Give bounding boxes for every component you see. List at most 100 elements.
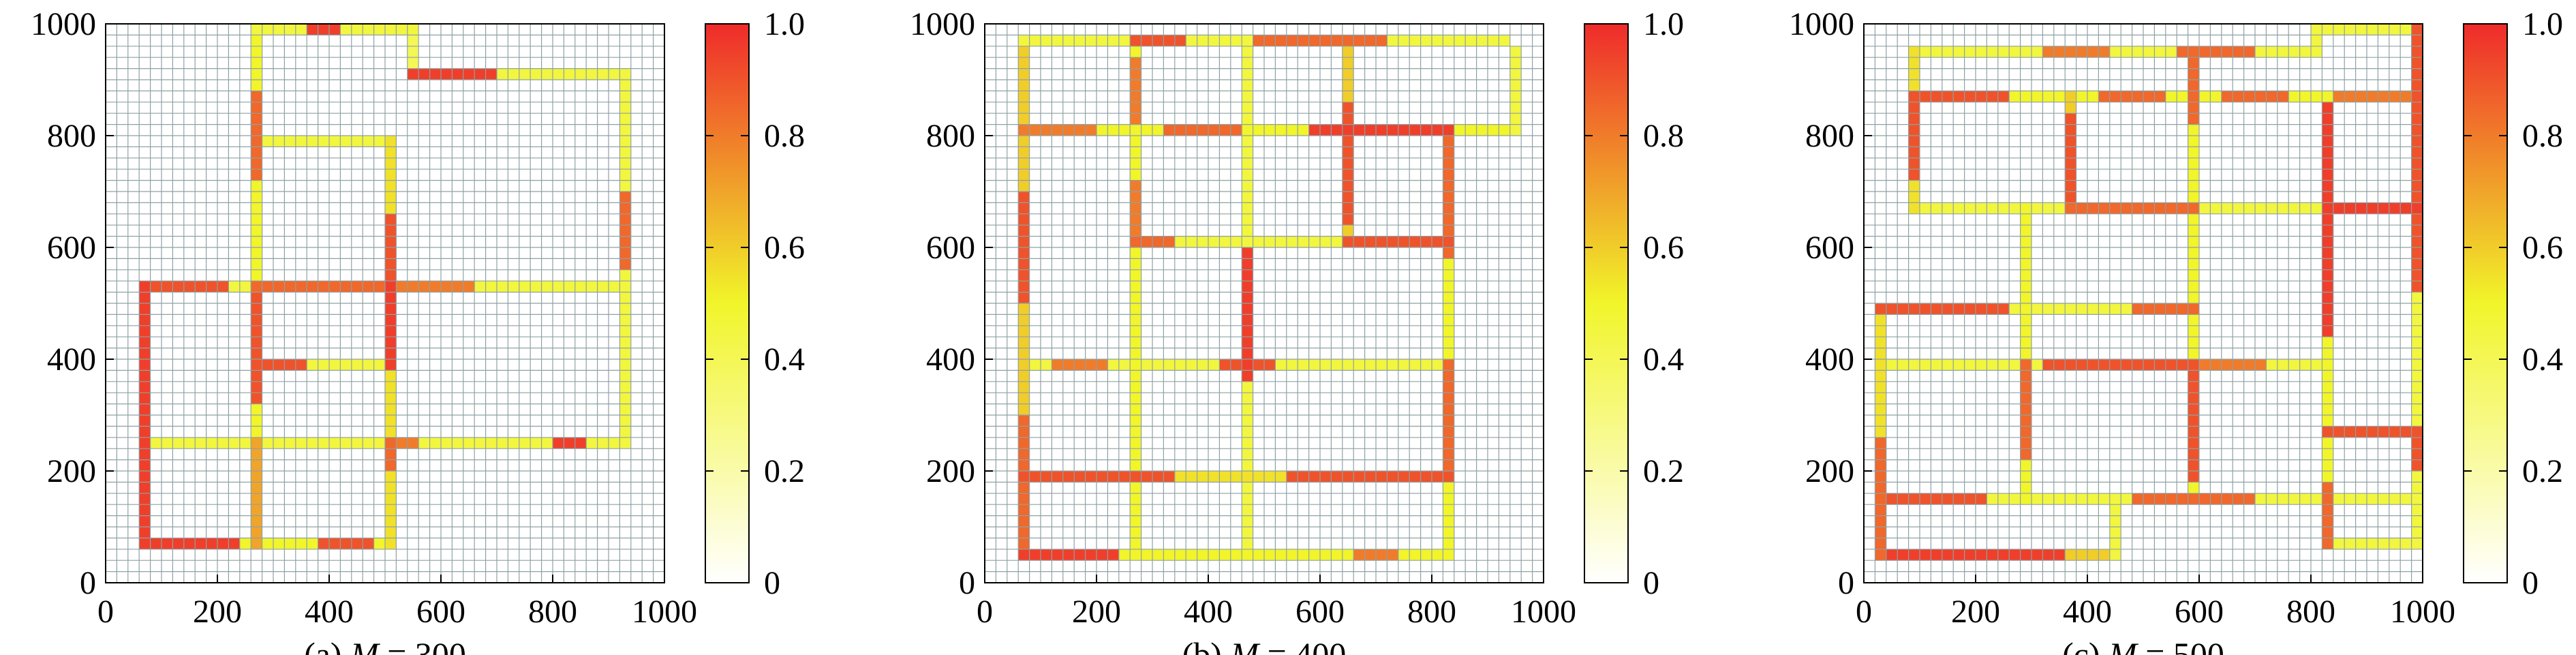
heat-cell (1219, 471, 1231, 483)
heat-cell (2411, 202, 2423, 214)
heat-cell (1018, 403, 1030, 415)
heat-cell (1242, 515, 1253, 527)
x-tick-label: 600 (416, 594, 465, 630)
heat-cell (2322, 393, 2333, 404)
heat-cell (619, 292, 631, 303)
heat-cell (228, 437, 240, 449)
heat-cell (1130, 415, 1141, 427)
heat-cell (2266, 46, 2278, 58)
colorbar-tick-label: 0.2 (2522, 453, 2563, 489)
heat-cell (396, 437, 408, 449)
heat-cell (1875, 549, 1886, 561)
heat-cell (2143, 202, 2155, 214)
heat-cell (1253, 471, 1264, 483)
heat-cell (619, 124, 631, 136)
heat-cell (228, 281, 240, 292)
heat-cell (2143, 359, 2155, 371)
heat-cell (385, 192, 397, 203)
heat-cell (1018, 459, 1030, 471)
heat-cell (1029, 124, 1041, 136)
heat-cell (2411, 225, 2423, 237)
y-tick-label: 400 (47, 341, 96, 378)
heat-cell (474, 68, 486, 80)
heat-cell (1509, 124, 1522, 136)
heat-cell (1018, 281, 1030, 292)
heat-cell (1018, 303, 1030, 315)
heat-cell (2020, 202, 2031, 214)
heat-cell (1420, 124, 1432, 136)
heat-cell (363, 359, 374, 371)
heat-cell (318, 136, 329, 147)
heat-cell (2177, 303, 2188, 315)
heat-cell (239, 281, 251, 292)
heat-cell (2154, 303, 2166, 315)
colorbar: 0 0.2 0.4 0.6 0.8 1.0 (1584, 6, 1684, 601)
heat-cell (1875, 538, 1886, 549)
heat-cell (251, 46, 262, 58)
heat-cell (2221, 493, 2233, 505)
heat-cell (2132, 46, 2143, 58)
heat-cell (2109, 538, 2121, 549)
heat-cell (1041, 35, 1052, 46)
heat-cell (1443, 359, 1454, 371)
colorbar-tick-label: 0 (764, 565, 780, 601)
heat-cell (1130, 471, 1141, 483)
heat-cell (273, 359, 285, 371)
heat-cell (340, 437, 352, 449)
heat-cell (2389, 426, 2401, 438)
heat-cell (2042, 91, 2054, 102)
heat-cell (2188, 471, 2199, 483)
heat-cell (1174, 471, 1186, 483)
heat-cell (2132, 91, 2143, 102)
heat-cell (2188, 113, 2199, 125)
heat-cell (2400, 202, 2412, 214)
heat-cell (2132, 493, 2143, 505)
heat-cell (1908, 549, 1920, 561)
heat-cell (1398, 124, 1410, 136)
heat-cell (1964, 91, 1976, 102)
heat-cell (1130, 459, 1141, 471)
heat-cell (2322, 337, 2333, 348)
heat-cell (619, 113, 631, 125)
heat-cell (1997, 549, 2010, 561)
heat-cell (2322, 202, 2333, 214)
heat-cell (2322, 504, 2333, 516)
heat-cell (2355, 426, 2367, 438)
heat-cell (340, 538, 352, 549)
heat-cell (2020, 46, 2031, 58)
heat-cell (2020, 549, 2031, 561)
heat-cell (2333, 91, 2345, 102)
heat-cell (251, 269, 262, 281)
heat-cell (1443, 403, 1454, 415)
heat-cell (1018, 348, 1030, 359)
heat-cell (1964, 359, 1976, 371)
heat-cell (1875, 381, 1886, 393)
heat-cell (251, 213, 262, 226)
heat-cell (385, 258, 397, 270)
heat-cell (1875, 314, 1886, 326)
heat-cell (2411, 493, 2423, 505)
heat-cell (1230, 471, 1242, 483)
heat-cell (2322, 515, 2333, 527)
heat-cell (251, 147, 262, 158)
heat-cell (2020, 415, 2031, 427)
heat-cell (1242, 91, 1253, 102)
heat-cell (474, 281, 486, 292)
heat-cell (1130, 403, 1141, 415)
heat-cells (1875, 24, 2423, 561)
heat-cell (1242, 538, 1253, 549)
heat-cell (2411, 527, 2423, 538)
heat-cell (1443, 426, 1454, 438)
heat-cell (363, 437, 374, 449)
x-tick-label: 1000 (632, 594, 697, 630)
heat-cell (329, 437, 341, 449)
heat-cell (1908, 136, 1920, 147)
heat-cell (373, 359, 385, 371)
heat-cell (2109, 202, 2121, 214)
heat-cell (340, 281, 352, 292)
heat-cell (1197, 236, 1208, 247)
heat-cell (2009, 493, 2021, 505)
heat-cell (1029, 549, 1041, 561)
heat-cell (2042, 202, 2054, 214)
heat-cell (262, 24, 273, 35)
